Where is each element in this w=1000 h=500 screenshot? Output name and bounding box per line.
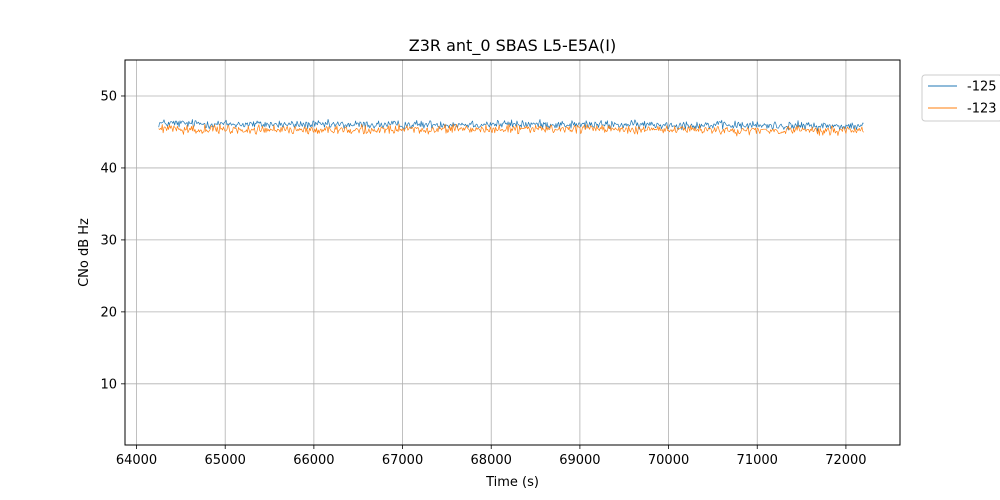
y-tick-label: 40 [100, 161, 117, 176]
y-tick-label: 50 [100, 89, 117, 104]
x-tick-label: 71000 [737, 453, 778, 468]
x-axis-title: Time (s) [485, 475, 539, 490]
chart-title: Z3R ant_0 SBAS L5-E5A(I) [409, 36, 616, 56]
legend: -125 -123 [921, 74, 1000, 122]
legend-box [921, 74, 1000, 122]
x-tick-label: 69000 [559, 453, 600, 468]
x-tick-label: 64000 [116, 453, 157, 468]
x-tick-label: 65000 [205, 453, 246, 468]
x-tick-label: 70000 [648, 453, 689, 468]
plot-frame [124, 59, 901, 446]
legend-label: -123 [967, 102, 997, 117]
series-line--125 [158, 118, 864, 132]
series-layer [158, 118, 864, 137]
x-tick-label: 66000 [293, 453, 334, 468]
legend-label: -125 [967, 80, 997, 95]
x-tick-label: 68000 [471, 453, 512, 468]
y-tick-label: 30 [100, 233, 117, 248]
tick-layer: 64000 65000 66000 67000 68000 69000 70000 71000… [100, 89, 866, 468]
grid-layer [125, 60, 900, 445]
x-tick-label: 67000 [382, 453, 423, 468]
series-line--123 [158, 123, 864, 137]
y-tick-label: 10 [100, 377, 117, 392]
y-tick-label: 20 [100, 305, 117, 320]
x-tick-label: 72000 [825, 453, 866, 468]
y-axis-title: CNo dB Hz [77, 218, 92, 287]
